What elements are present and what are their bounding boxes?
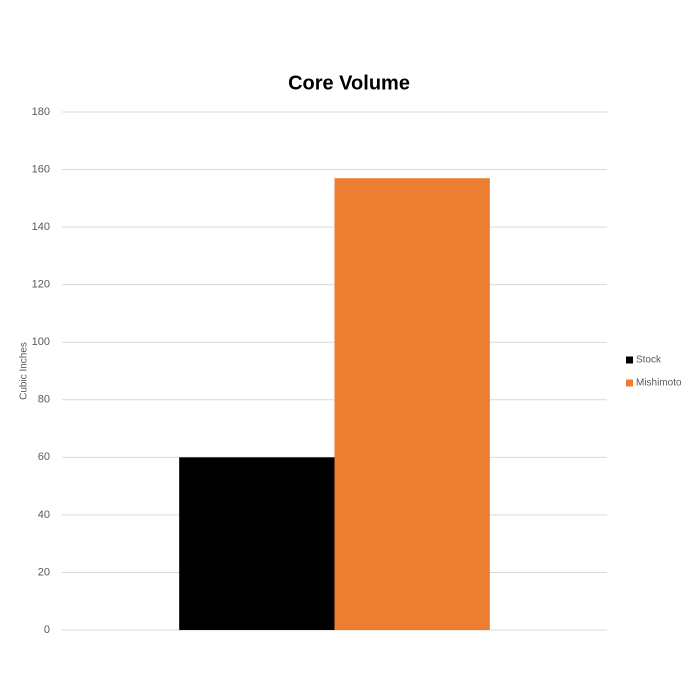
y-tick-label: 20 (38, 566, 50, 578)
y-tick-label: 160 (32, 163, 50, 175)
y-tick-label: 100 (32, 336, 50, 348)
bar (179, 457, 335, 630)
y-tick-label: 80 (38, 394, 50, 406)
y-tick-label: 120 (32, 279, 50, 291)
chart-title: Core Volume (288, 72, 410, 94)
legend-label: Stock (636, 355, 662, 366)
y-tick-label: 40 (38, 509, 50, 521)
y-tick-label: 60 (38, 451, 50, 463)
y-tick-label: 0 (44, 624, 50, 636)
legend-swatch (626, 379, 633, 387)
y-tick-label: 180 (32, 106, 50, 118)
y-axis-label: Cubic Inches (19, 342, 30, 400)
legend-swatch (626, 356, 633, 364)
legend-label: Mishimoto (636, 378, 682, 389)
y-tick-label: 140 (32, 221, 50, 233)
bar (334, 178, 490, 630)
